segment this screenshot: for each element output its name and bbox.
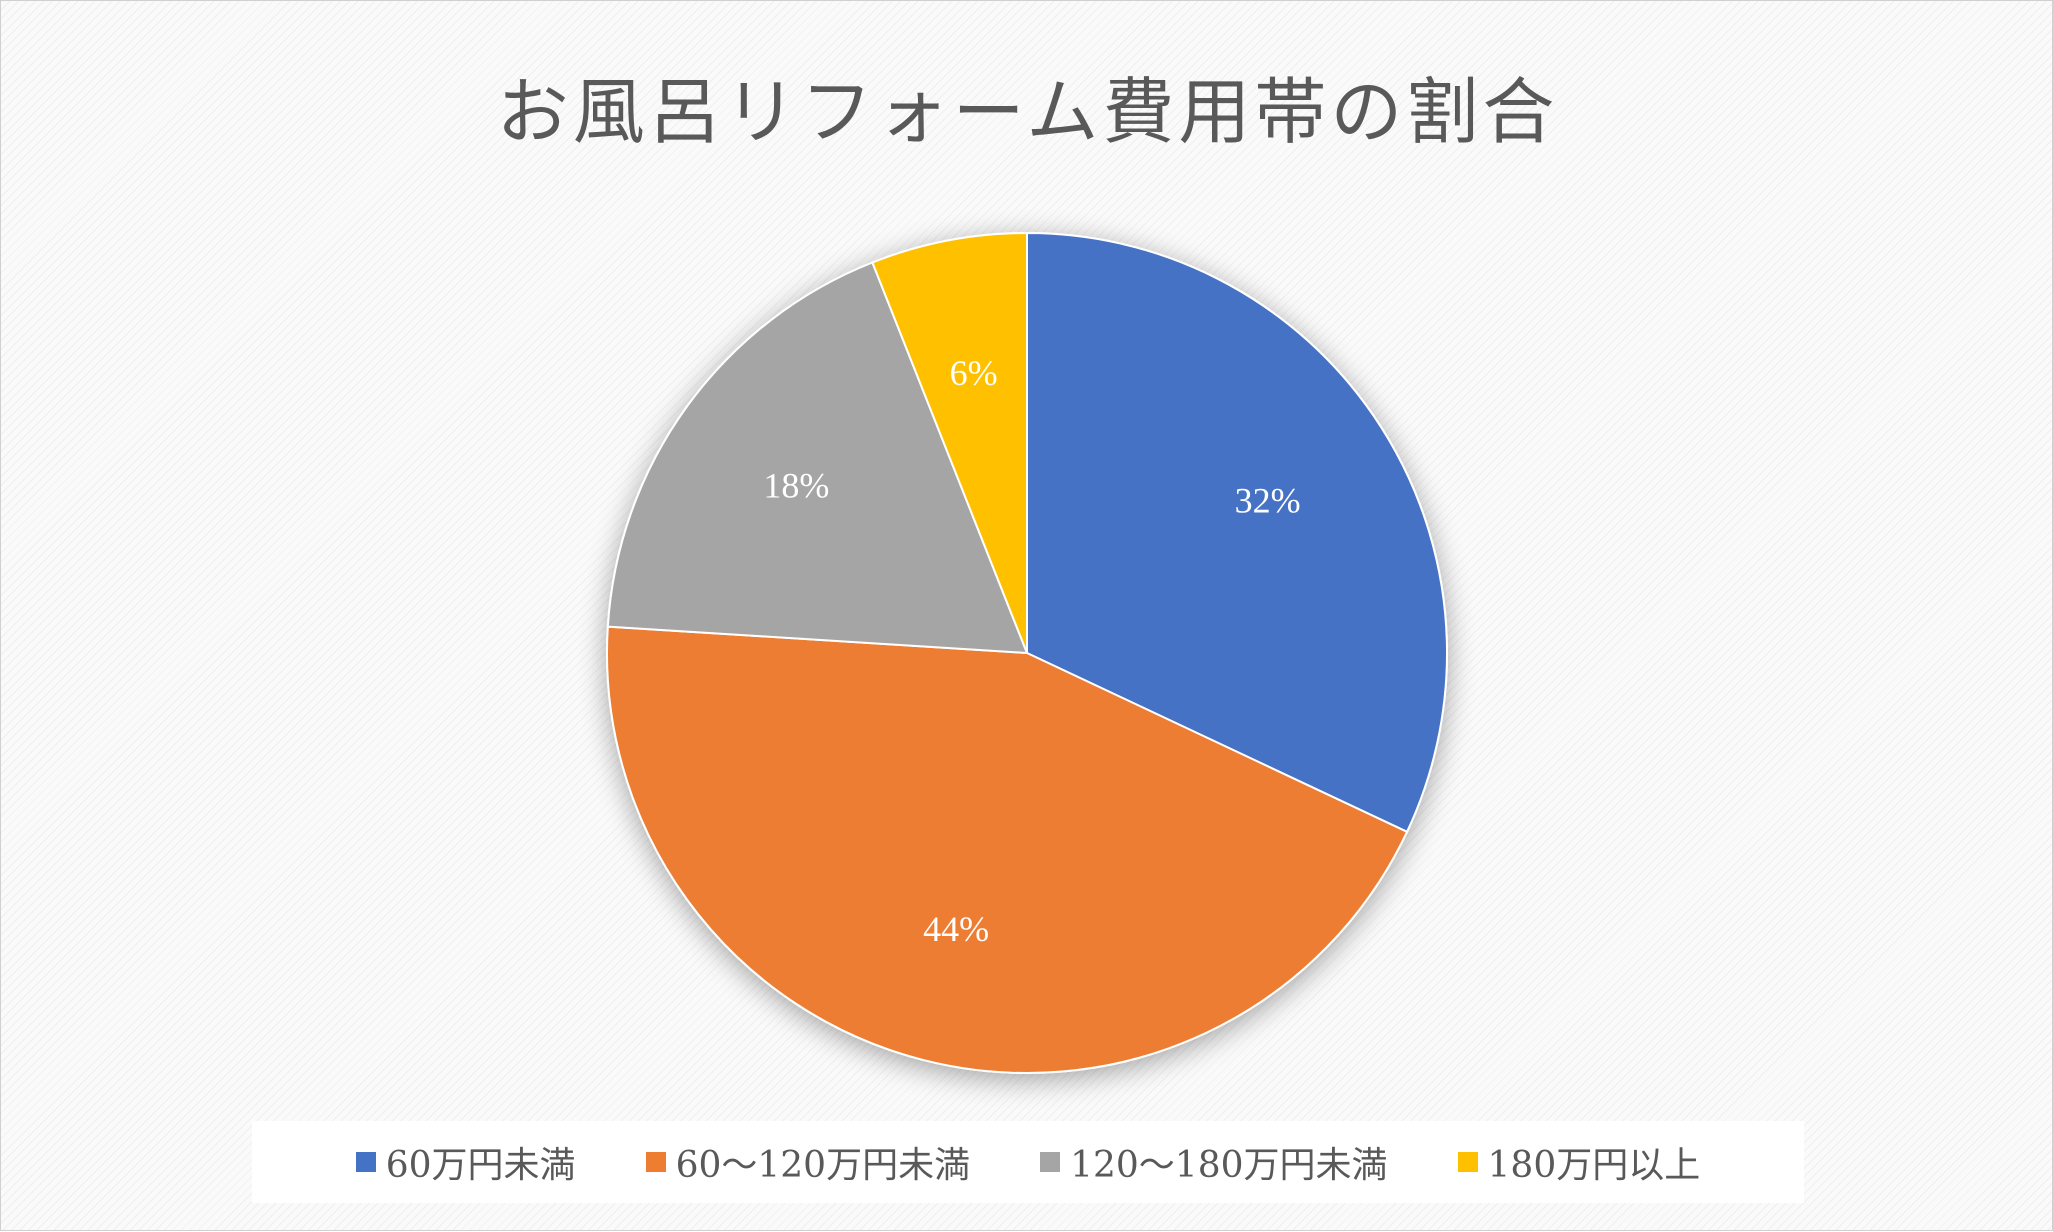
legend-item: 60〜120万円未満 bbox=[645, 1136, 971, 1188]
legend-label: 60〜120万円未満 bbox=[675, 1145, 971, 1186]
pie-slice bbox=[1026, 231, 1449, 834]
pie-data-labels: 32% 44% 18% 6% bbox=[763, 353, 1300, 949]
pie-slice bbox=[606, 625, 1409, 1074]
pie-data-label: 6% bbox=[950, 353, 998, 393]
pie-data-label: 18% bbox=[763, 465, 829, 505]
legend-swatch bbox=[1040, 1152, 1061, 1172]
legend-item: 60万円未満 bbox=[355, 1136, 576, 1188]
pie-data-label: 44% bbox=[923, 909, 989, 949]
legend-item: 120〜180万円未満 bbox=[1040, 1136, 1388, 1188]
legend-swatch bbox=[645, 1152, 666, 1172]
legend-label: 120〜180万円未満 bbox=[1070, 1145, 1388, 1186]
pie-slice bbox=[606, 261, 1029, 655]
pie-slices bbox=[606, 231, 1449, 1074]
legend: 60万円未満 60〜120万円未満 120〜180万円未満 180万円以上 bbox=[252, 1121, 1804, 1203]
legend-label: 60万円未満 bbox=[385, 1145, 576, 1186]
legend-label: 180万円以上 bbox=[1487, 1145, 1701, 1186]
chart-title: お風呂リフォーム費用帯の割合 bbox=[496, 70, 1559, 154]
legend-swatch bbox=[1457, 1152, 1478, 1172]
legend-swatch bbox=[355, 1152, 376, 1172]
pie-data-label: 32% bbox=[1235, 480, 1301, 520]
legend-item: 180万円以上 bbox=[1457, 1136, 1701, 1188]
pie-slice bbox=[871, 231, 1028, 654]
